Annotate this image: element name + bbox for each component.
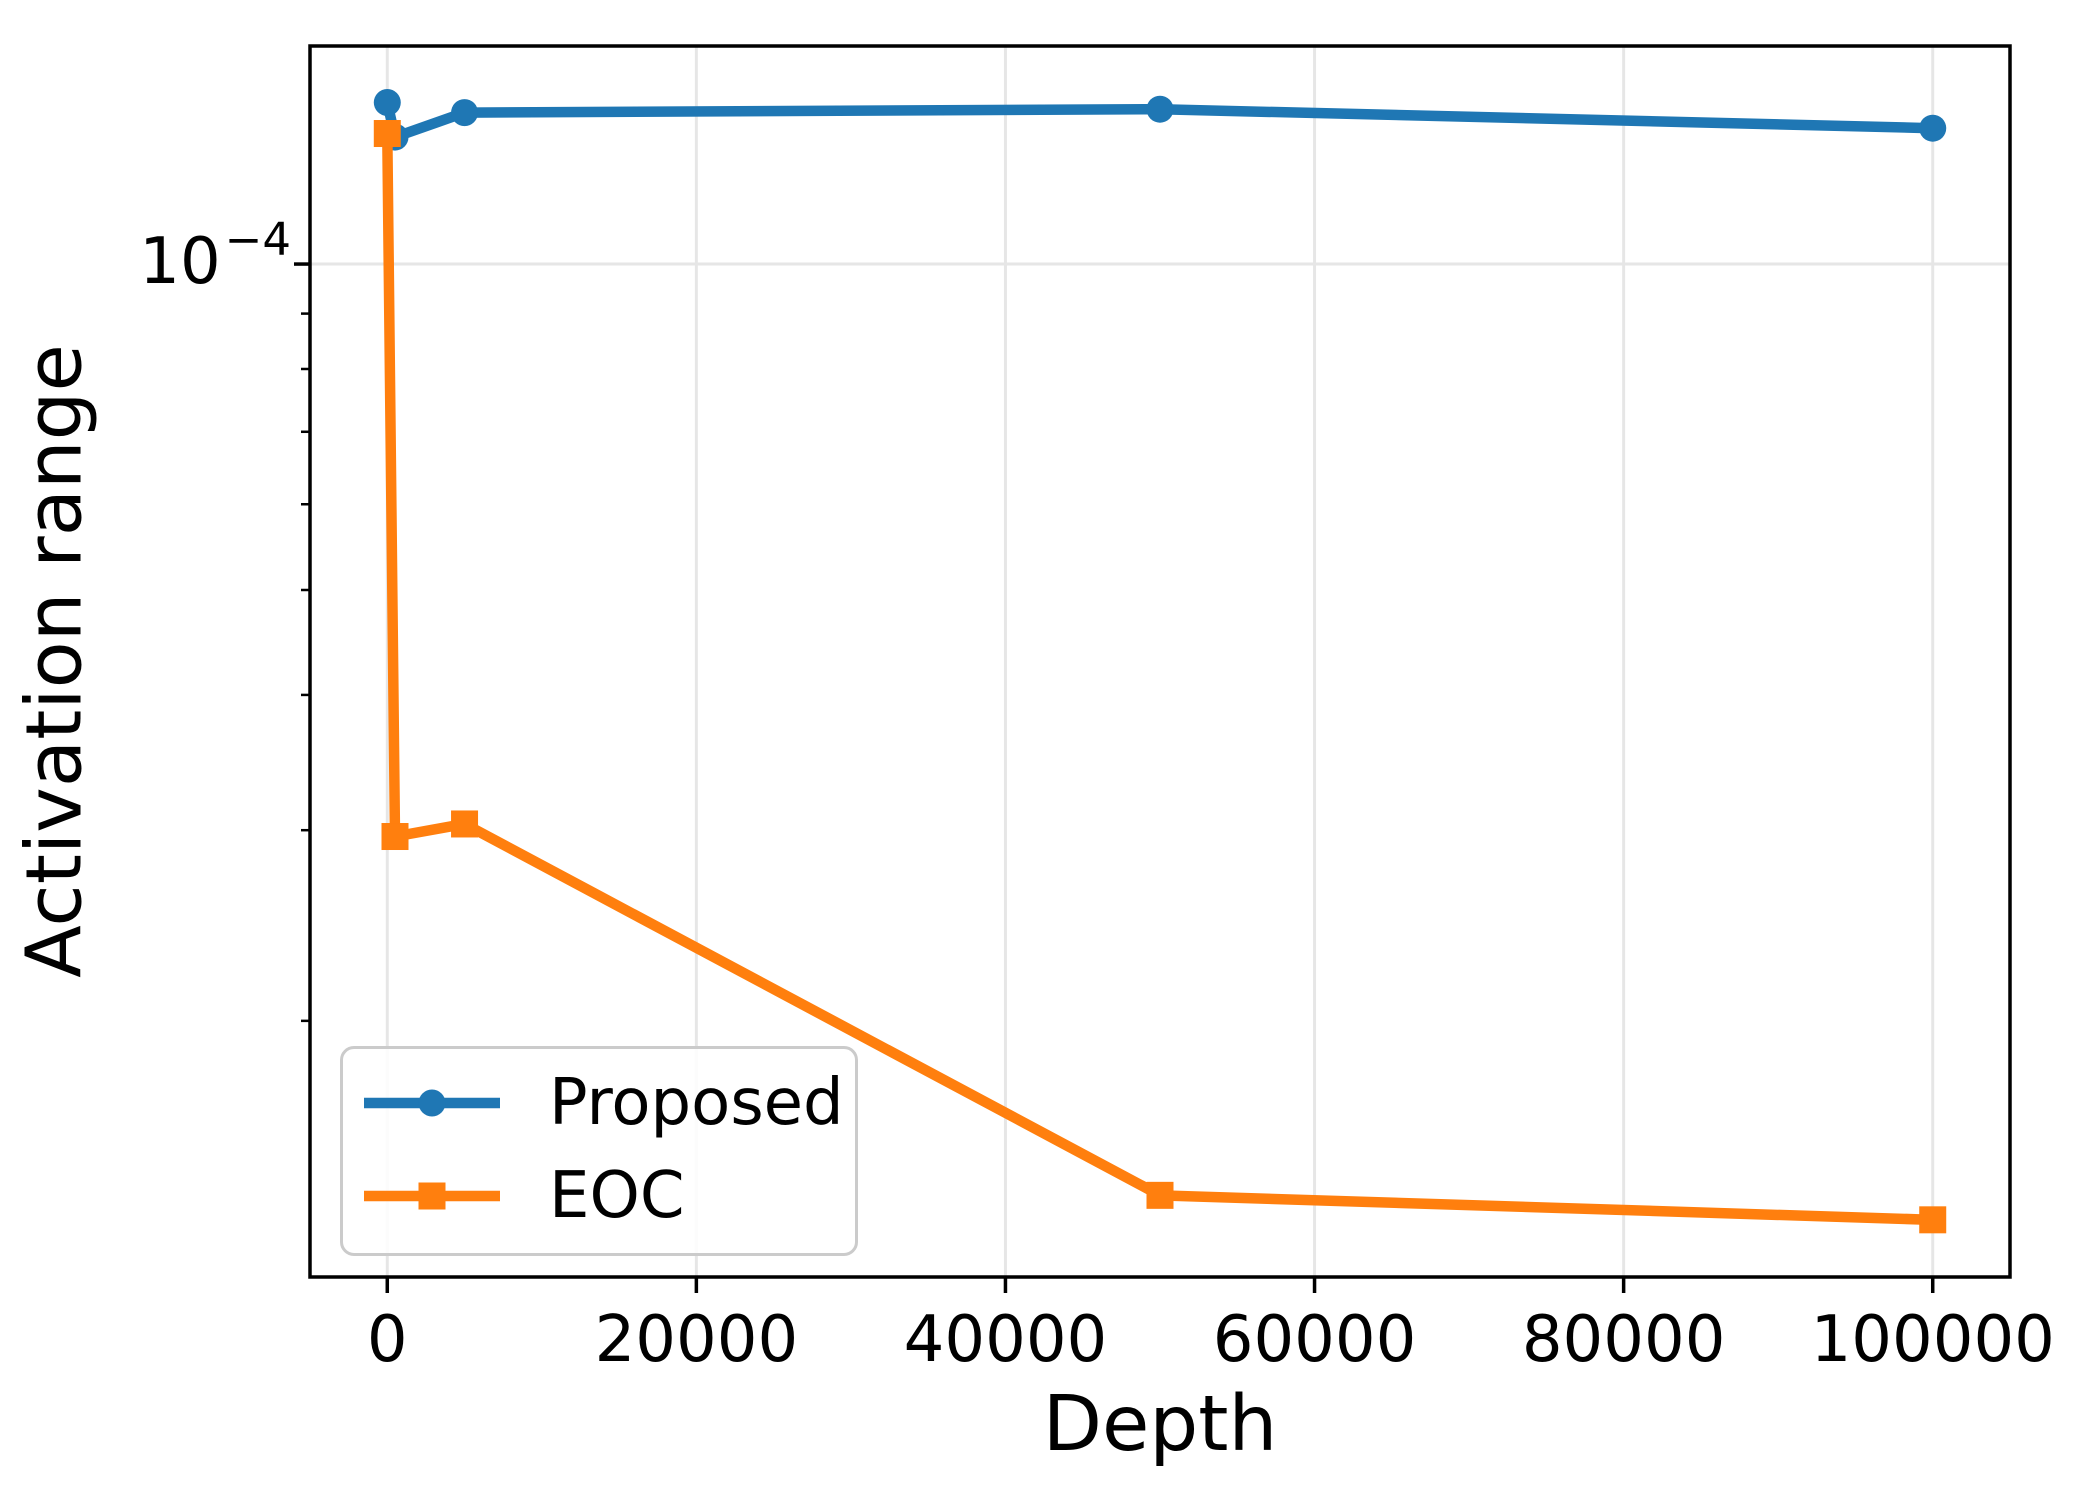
x-tick-label: 20000 xyxy=(594,1303,799,1377)
x-tick-label: 0 xyxy=(366,1303,408,1377)
legend: Proposed EOC xyxy=(340,1046,858,1256)
data-point-square xyxy=(381,823,409,851)
data-point-square xyxy=(451,810,479,838)
legend-item-eoc: EOC xyxy=(364,1164,685,1228)
legend-square-marker xyxy=(418,1182,446,1210)
series-eoc xyxy=(373,120,1947,1234)
x-tick-label: 100000 xyxy=(1810,1303,2055,1377)
plot-border xyxy=(308,44,2012,1279)
legend-marker-proposed-icon xyxy=(364,1089,500,1117)
y-tick-exponent: −4 xyxy=(224,213,291,266)
x-tick-label: 40000 xyxy=(903,1303,1108,1377)
legend-item-proposed: Proposed xyxy=(364,1071,844,1135)
x-tick-label: 60000 xyxy=(1212,1303,1417,1377)
y-axis-label: Activation range xyxy=(10,344,100,978)
data-point-square xyxy=(1919,1206,1947,1234)
data-point-circle xyxy=(1146,95,1174,123)
legend-label: EOC xyxy=(549,1159,685,1233)
data-point-circle xyxy=(1919,114,1947,142)
legend-circle-marker xyxy=(418,1089,446,1117)
data-point-circle xyxy=(373,88,401,116)
legend-label: Proposed xyxy=(549,1066,844,1140)
data-point-square xyxy=(1146,1181,1174,1209)
data-point-circle xyxy=(451,99,479,127)
x-axis-label: Depth xyxy=(1042,1380,1278,1469)
y-tick-label: 10−4 xyxy=(139,217,291,294)
x-tick-label: 80000 xyxy=(1521,1303,1726,1377)
series-proposed xyxy=(373,88,1947,151)
legend-marker-eoc-icon xyxy=(364,1182,500,1210)
gridlines xyxy=(310,46,2010,1277)
data-point-square xyxy=(373,120,401,148)
y-tick-base: 10 xyxy=(139,225,221,299)
tick-marks xyxy=(294,262,1935,1293)
